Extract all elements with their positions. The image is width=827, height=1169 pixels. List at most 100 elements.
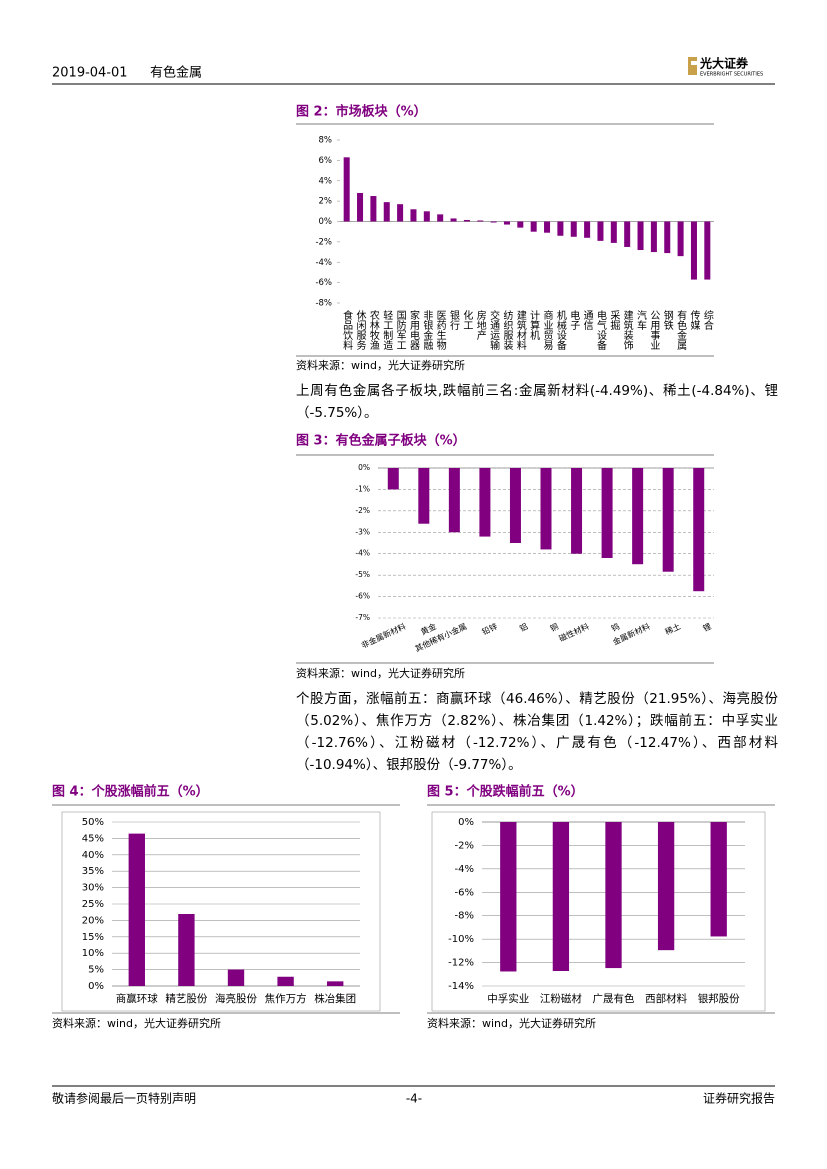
y-tick-label: -2%: [455, 840, 474, 851]
bar: [690, 221, 697, 280]
x-tick-label: 计算机: [528, 309, 540, 341]
y-tick-label: 0%: [319, 217, 333, 227]
y-tick-label: -8%: [455, 911, 474, 922]
y-tick-label: -2%: [315, 237, 332, 247]
y-tick-label: -6%: [355, 592, 370, 601]
bar: [552, 822, 570, 972]
x-tick-label: 西部材料: [645, 992, 687, 1005]
x-tick-label: 商赢环球: [116, 992, 158, 1005]
y-tick-label: -2%: [355, 506, 370, 515]
y-tick-label: 20%: [82, 915, 104, 926]
x-tick-label: 广晟有色: [593, 992, 635, 1005]
x-tick-label: 钢铁: [661, 309, 673, 331]
y-tick-label: -4%: [455, 864, 474, 875]
y-tick-label: 4%: [319, 176, 333, 186]
y-tick-label: 25%: [82, 899, 104, 910]
x-tick-label: 国防军工: [394, 310, 406, 350]
bar: [624, 221, 631, 247]
bar: [557, 221, 564, 236]
bar: [693, 468, 705, 592]
x-tick-label: 家用电器: [407, 309, 419, 351]
x-tick-label: 建筑装饰: [621, 309, 633, 351]
y-tick-label: -14%: [448, 981, 474, 992]
logo-icon: [688, 57, 697, 75]
chart-title: 图 2：市场板块（%）: [296, 104, 427, 120]
y-tick-label: -5%: [355, 570, 370, 579]
bar: [677, 221, 684, 257]
y-tick-label: -10%: [448, 934, 474, 945]
x-tick-label: 其他稀有小金属: [413, 621, 468, 654]
bar: [657, 822, 675, 951]
bar: [517, 221, 524, 228]
x-tick-label: 通信: [581, 310, 593, 331]
bar: [704, 221, 711, 280]
x-tick-label: 黄金: [419, 621, 438, 637]
bar: [509, 468, 521, 543]
logo-cn: 光大证券: [699, 56, 749, 71]
bar: [277, 976, 294, 986]
x-tick-label: 稀土: [663, 621, 682, 637]
x-tick-label: 铝: [518, 621, 529, 633]
bar: [490, 221, 497, 223]
source-note: 资料来源：wind，光大证券研究所: [52, 1016, 221, 1030]
x-tick-label: 汽车: [635, 309, 647, 331]
x-tick-label: 传媒: [688, 310, 700, 331]
x-tick-label: 磁性材料: [557, 621, 590, 644]
x-tick-label: 焦作万方: [265, 992, 307, 1005]
bar: [128, 833, 145, 986]
x-tick-label: 锂: [701, 621, 712, 633]
bar: [503, 221, 510, 225]
footer-left: 敬请参阅最后一页特别声明: [52, 1091, 196, 1106]
bar: [477, 220, 484, 222]
y-tick-label: 15%: [82, 932, 104, 943]
y-tick-label: 0%: [358, 463, 370, 472]
plot-frame: [431, 811, 766, 1012]
bar: [410, 209, 417, 222]
bar: [632, 468, 644, 565]
x-tick-label: 纺织服装: [501, 309, 513, 351]
chart-title: 图 5：个股跌幅前五（%）: [427, 784, 584, 800]
bar: [662, 468, 674, 572]
source-note: 资料来源：wind，光大证券研究所: [296, 666, 465, 680]
bar: [463, 219, 470, 222]
x-tick-label: 公用事业: [648, 310, 660, 350]
logo-en: EVERBRIGHT SECURITIES: [700, 72, 763, 78]
y-tick-label: 50%: [82, 817, 104, 828]
y-tick-label: 35%: [82, 866, 104, 877]
x-tick-label: 中孚实业: [487, 992, 529, 1005]
y-tick-label: 0%: [458, 817, 474, 828]
plot-frame: [61, 811, 381, 1012]
y-tick-label: 6%: [319, 156, 333, 166]
x-tick-label: 银邦股份: [698, 992, 740, 1005]
x-tick-label: 钨: [610, 621, 621, 633]
footer-page: -4-: [406, 1092, 422, 1106]
bar: [597, 221, 604, 241]
x-tick-label: 交通运输: [488, 309, 500, 351]
y-tick-label: -7%: [355, 613, 370, 622]
report-topic: 有色金属: [150, 65, 202, 81]
x-tick-label: 精艺股份: [165, 992, 207, 1005]
footer-right: 证券研究报告: [703, 1091, 775, 1106]
chart-title: 图 4：个股涨幅前五（%）: [52, 784, 209, 800]
y-tick-label: -12%: [448, 958, 474, 969]
y-tick-label: -4%: [315, 258, 332, 268]
x-tick-label: 有色金属: [675, 309, 687, 351]
bar: [664, 221, 671, 254]
x-tick-label: 食品饮料: [341, 309, 353, 351]
bar: [327, 981, 344, 986]
x-tick-label: 机械设备: [554, 309, 566, 351]
y-tick-label: -3%: [355, 527, 370, 536]
bar: [178, 914, 195, 986]
bar: [605, 822, 622, 969]
bar: [544, 221, 551, 233]
paragraph: 上周有色金属各子板块,跌幅前三名:金属新材料(-4.49%)、稀土(-4.84%…: [296, 383, 778, 421]
x-tick-label: 江粉磁材: [540, 992, 582, 1005]
y-tick-label: 0%: [88, 981, 104, 992]
y-tick-label: 5%: [88, 965, 104, 976]
bar: [601, 468, 613, 558]
x-tick-label: 商业贸易: [541, 309, 553, 351]
bar: [397, 204, 404, 222]
bar: [530, 221, 537, 232]
